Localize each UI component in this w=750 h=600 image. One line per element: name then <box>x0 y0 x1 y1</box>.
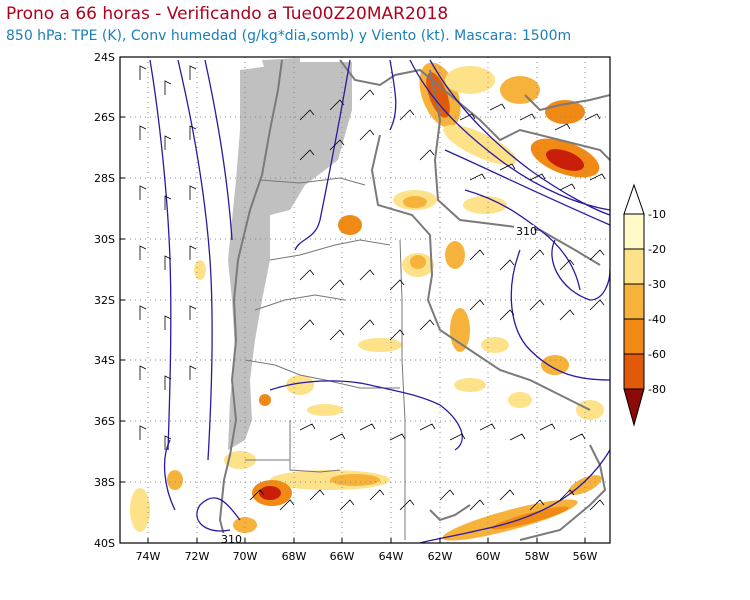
lon-label: 68W <box>282 550 307 563</box>
contour-label-2: 310 <box>221 533 242 546</box>
lat-label: 30S <box>94 233 115 246</box>
lat-label: 24S <box>94 51 115 64</box>
colorbar-bottom-cap <box>623 388 645 427</box>
colorbar-top-cap <box>623 183 645 215</box>
lat-label: 40S <box>94 537 115 550</box>
political-borders <box>218 59 610 543</box>
wind-barbs <box>139 65 606 511</box>
contour-labels: 310 310 <box>219 225 537 546</box>
lon-label: 70W <box>233 550 258 563</box>
lon-label: 72W <box>185 550 210 563</box>
lon-label: 58W <box>525 550 550 563</box>
colorbar-label: -10 <box>648 208 666 221</box>
tpe-contours <box>149 59 610 543</box>
lon-label: 64W <box>379 550 404 563</box>
map-title: Prono a 66 horas - Verificando a Tue00Z2… <box>6 4 449 24</box>
lat-label: 36S <box>94 415 115 428</box>
colorbar-swatch <box>623 318 645 355</box>
lat-label: 26S <box>94 111 115 124</box>
map-subtitle: 850 hPa: TPE (K), Conv humedad (g/kg*dia… <box>6 28 572 44</box>
colorbar: -10 -20 -30 -40 -60 -80 <box>623 183 666 427</box>
lon-axis: 74W 72W 70W 68W 66W 64W 62W 60W 58W 56W <box>136 550 598 563</box>
lon-label: 62W <box>428 550 453 563</box>
colorbar-swatch <box>623 248 645 285</box>
colorbar-swatch <box>623 213 645 250</box>
graticule <box>120 57 610 543</box>
lat-axis: 24S 26S 28S 30S 32S 34S 36S 38S 40S <box>94 51 115 550</box>
map-layers: 310 310 <box>120 57 610 546</box>
contour-label-1: 310 <box>516 225 537 238</box>
lat-label: 34S <box>94 354 115 367</box>
province-borders <box>244 177 406 540</box>
colorbar-label: -60 <box>648 348 666 361</box>
colorbar-label: -80 <box>648 383 666 396</box>
colorbar-label: -40 <box>648 313 666 326</box>
lat-label: 32S <box>94 294 115 307</box>
lon-label: 74W <box>136 550 161 563</box>
lon-label: 56W <box>573 550 598 563</box>
lat-label: 28S <box>94 172 115 185</box>
colorbar-label: -20 <box>648 243 666 256</box>
lat-label: 38S <box>94 476 115 489</box>
colorbar-swatch <box>623 283 645 320</box>
terrain-mask <box>228 58 352 450</box>
lon-label: 66W <box>330 550 355 563</box>
lon-label: 60W <box>476 550 501 563</box>
convergence-shading <box>130 62 604 541</box>
axis-ticks <box>120 56 586 544</box>
colorbar-label: -30 <box>648 278 666 291</box>
colorbar-swatch <box>623 353 645 390</box>
